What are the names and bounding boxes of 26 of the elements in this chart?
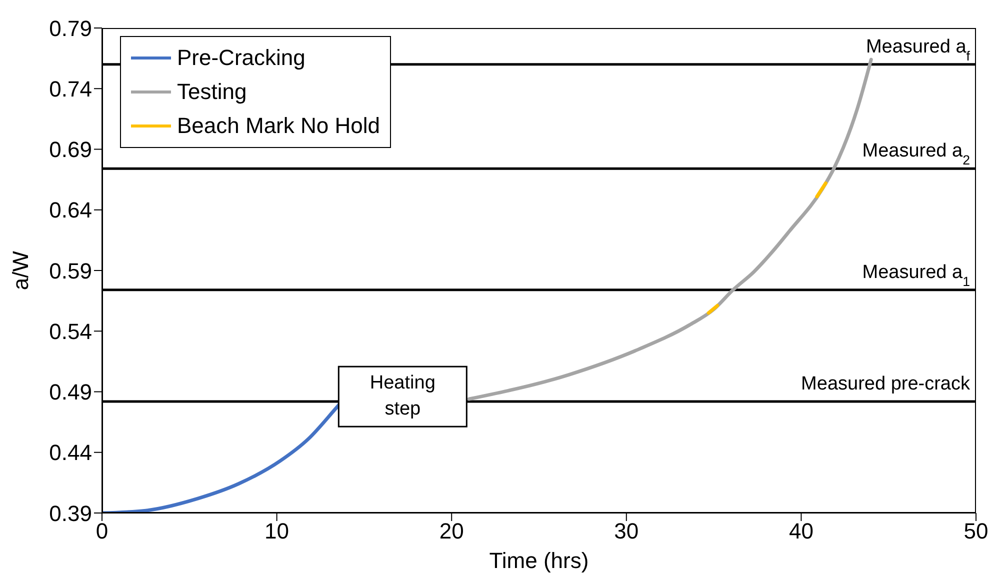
y-tick-label: 0.64 [49,198,92,223]
x-tick-label: 40 [788,518,814,544]
x-tick-label: 0 [96,518,108,544]
y-tick-label: 0.54 [49,318,92,344]
ref-line-label: Measured pre-crack [801,373,970,394]
y-tick-label: 0.69 [49,137,92,162]
y-tick-label: 0.39 [49,500,92,526]
annotation: Heating step [370,372,436,420]
ref-line-label: Measured a$_{2}$ [862,140,970,168]
y-tick-label: 0.44 [49,440,92,466]
x-tick-label: 30 [614,518,639,544]
label-box: Heating step [338,366,468,428]
legend-label: Beach Mark No Hold [177,112,380,140]
x-tick-label: 20 [439,518,464,544]
y-tick-label: 0.49 [49,380,92,405]
y-tick-label: 0.79 [49,16,92,41]
legend-label: Testing [177,78,247,106]
legend-label: Pre-Cracking [177,44,306,72]
y-tick-label: 0.59 [49,258,92,284]
ref-line-label: Measured a$_{1}$ [862,262,970,288]
x-tick-label: 10 [264,518,290,544]
x-tick-label: 50 [964,518,988,544]
ref-line-label: Measured a$_{f}$ [866,36,970,63]
y-axis-title: a/W [8,250,33,290]
x-axis-title: Time (hrs) [489,548,589,573]
y-tick-label: 0.74 [49,76,92,102]
